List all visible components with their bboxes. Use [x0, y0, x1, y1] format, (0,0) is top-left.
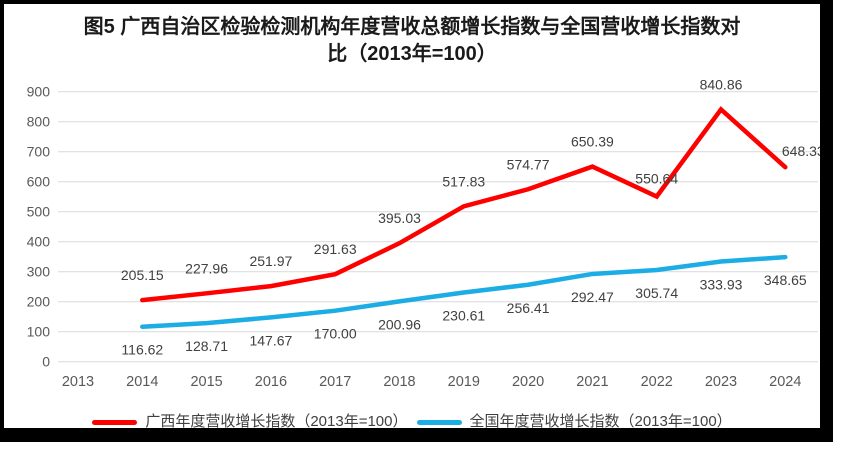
y-tick-label: 300 — [27, 264, 51, 280]
y-tick-label: 900 — [27, 84, 51, 100]
national-series-swatch-icon — [416, 419, 462, 425]
data-label: 116.62 — [121, 342, 163, 358]
y-tick-label: 100 — [27, 324, 51, 340]
y-tick-label: 800 — [27, 114, 51, 130]
x-tick-label: 2020 — [512, 374, 544, 390]
x-tick-label: 2018 — [383, 374, 415, 390]
data-label: 292.47 — [571, 289, 614, 305]
data-label: 650.39 — [571, 134, 614, 150]
y-tick-label: 0 — [42, 354, 50, 370]
x-tick-label: 2016 — [255, 374, 287, 390]
x-tick-label: 2019 — [448, 374, 480, 390]
x-tick-label: 2014 — [126, 374, 158, 390]
data-label: 348.65 — [764, 272, 807, 288]
legend: 广西年度营收增长指数（2013年=100） 全国年度营收增长指数（2013年=1… — [4, 411, 820, 430]
legend-label-national: 全国年度营收增长指数（2013年=100） — [469, 413, 732, 430]
data-label: 517.83 — [442, 173, 485, 189]
data-label: 305.74 — [635, 285, 678, 301]
data-label: 200.96 — [378, 316, 421, 332]
x-tick-label: 2021 — [576, 374, 608, 390]
data-label: 395.03 — [378, 210, 421, 226]
data-label: 256.41 — [507, 300, 550, 316]
data-label: 251.97 — [249, 253, 292, 269]
data-label: 147.67 — [249, 332, 292, 348]
x-tick-label: 2015 — [190, 374, 222, 390]
x-tick-label: 2024 — [769, 374, 801, 390]
legend-item-national: 全国年度营收增长指数（2013年=100） — [416, 411, 732, 430]
legend-label-guangxi: 广西年度营收增长指数（2013年=100） — [145, 413, 408, 430]
guangxi-series-line — [140, 106, 788, 303]
national-series-line — [140, 254, 788, 329]
data-label: 840.86 — [700, 76, 743, 92]
guangxi-series-swatch-icon — [92, 419, 138, 425]
data-label: 128.71 — [185, 338, 228, 354]
y-tick-label: 200 — [27, 294, 51, 310]
data-label: 574.77 — [507, 156, 550, 172]
chart-frame: 图5 广西自治区检验检测机构年度营收总额增长指数与全国营收增长指数对比（2013… — [0, 0, 833, 442]
data-label: 227.96 — [185, 260, 228, 276]
plot-svg: 0 100 200 300 400 500 600 700 800 900 2013 2014 2015… — [27, 76, 825, 390]
data-label: 291.63 — [314, 241, 357, 257]
y-tick-label: 700 — [27, 144, 51, 160]
x-tick-label: 2013 — [62, 374, 94, 390]
y-tick-label: 600 — [27, 174, 51, 190]
data-label: 550.64 — [635, 171, 678, 187]
x-tick-label: 2022 — [641, 374, 673, 390]
x-tick-label: 2017 — [319, 374, 351, 390]
x-tick-label: 2023 — [705, 374, 737, 390]
data-label: 205.15 — [121, 267, 164, 283]
y-tick-label: 500 — [27, 204, 51, 220]
chart-title: 图5 广西自治区检验检测机构年度营收总额增长指数与全国营收增长指数对比（2013… — [83, 16, 741, 65]
y-tick-label: 400 — [27, 234, 51, 250]
data-label: 170.00 — [314, 326, 357, 342]
data-label: 230.61 — [442, 308, 485, 324]
data-label: 648.33 — [782, 143, 825, 159]
legend-item-guangxi: 广西年度营收增长指数（2013年=100） — [92, 411, 408, 430]
data-label: 333.93 — [700, 277, 743, 293]
